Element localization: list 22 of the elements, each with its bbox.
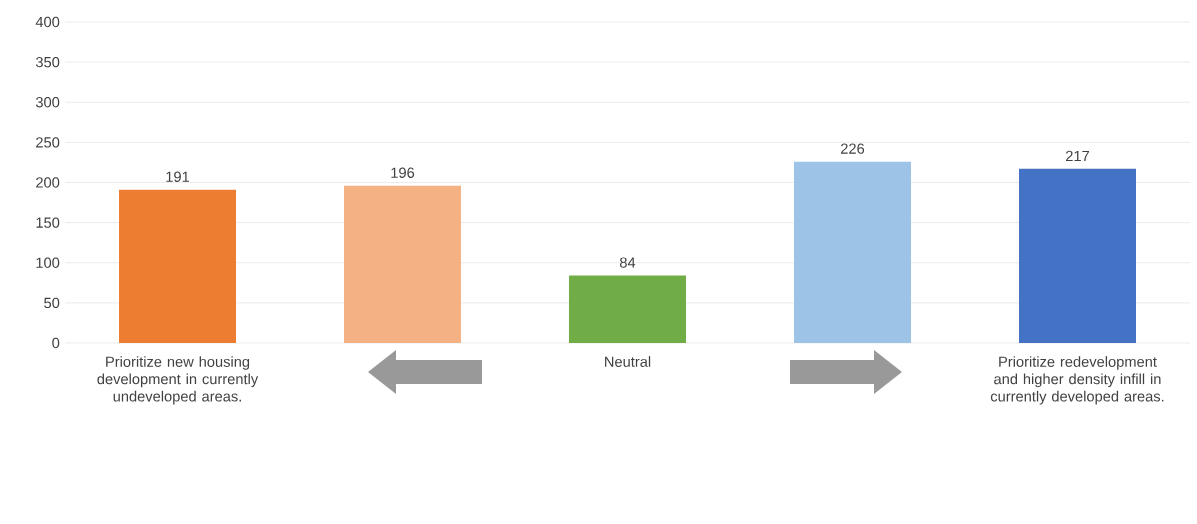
data-label: 217 <box>1065 150 1089 162</box>
y-tick-label: 250 <box>36 137 60 148</box>
y-tick-label: 200 <box>36 177 60 188</box>
y-tick-label: 50 <box>44 297 60 309</box>
data-label: 191 <box>166 171 190 182</box>
x-tick-label: Neutral <box>605 356 651 367</box>
x-tick-label: Prioritize new housing development in currently undeveloped areas. <box>97 356 259 405</box>
bar <box>1019 168 1136 343</box>
bar <box>344 185 461 343</box>
y-tick-label: 100 <box>36 257 60 268</box>
y-tick-label: 150 <box>36 217 60 228</box>
bar <box>794 161 911 343</box>
data-label: 226 <box>841 143 865 154</box>
bar <box>569 275 686 343</box>
y-tick-label: 350 <box>35 56 60 68</box>
x-tick-label: Prioritize redevelopment and higher density infill in currently developed areas. <box>990 356 1164 405</box>
y-tick-label: 0 <box>52 337 60 349</box>
data-label: 84 <box>619 257 636 268</box>
bar <box>119 189 237 343</box>
y-tick-label: 300 <box>35 97 60 108</box>
y-tick-label: 400 <box>35 16 60 28</box>
data-label: 196 <box>391 167 415 178</box>
